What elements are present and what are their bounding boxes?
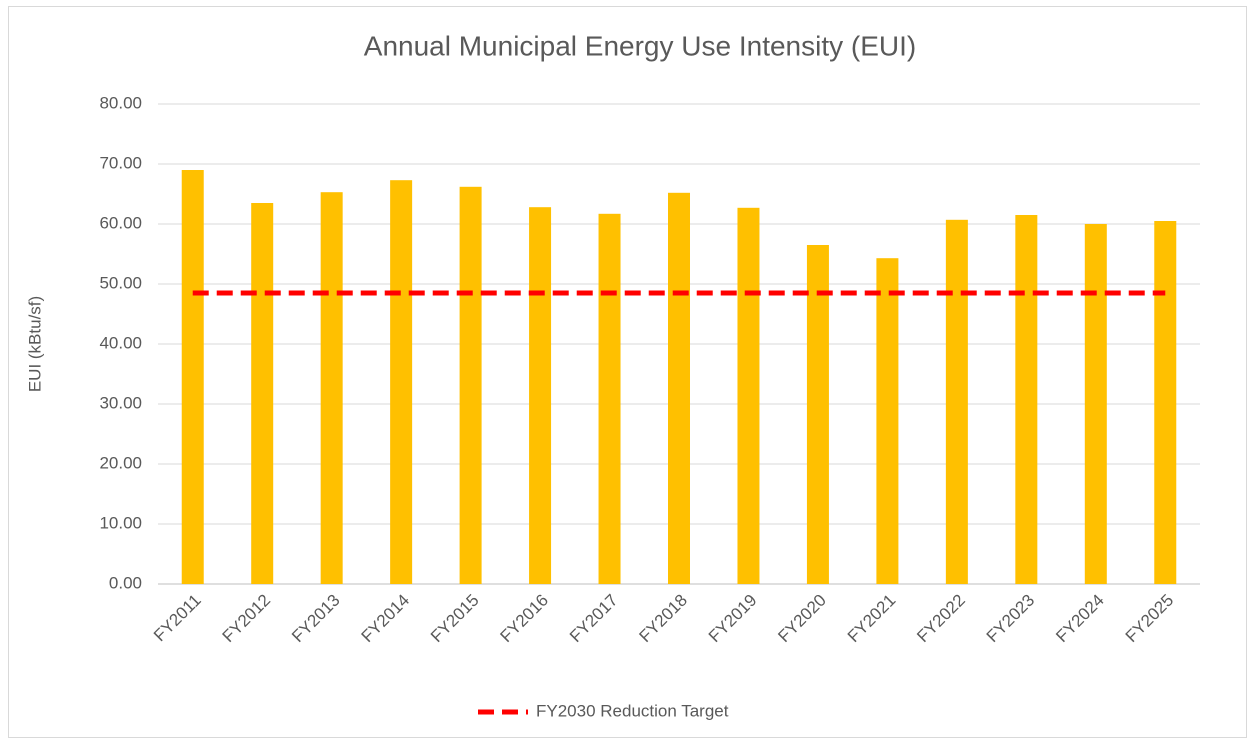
bar (1084, 224, 1107, 584)
y-tick-label: 40.00 (99, 333, 142, 352)
bar (320, 192, 343, 584)
bar (737, 207, 760, 585)
y-axis-label: EUI (kBtu/sf) (25, 296, 44, 392)
bar (181, 170, 204, 584)
bar (459, 186, 482, 585)
chart-border (8, 6, 1247, 738)
bar (876, 258, 899, 584)
y-tick-label: 60.00 (99, 213, 142, 232)
y-tick-label: 50.00 (99, 273, 142, 292)
y-tick-label: 30.00 (99, 393, 142, 412)
bar (390, 180, 413, 584)
bar (945, 219, 968, 585)
y-tick-label: 80.00 (99, 93, 142, 112)
bar (668, 192, 690, 585)
bar (529, 207, 552, 584)
legend-label: FY2030 Reduction Target (536, 701, 729, 720)
bar (251, 203, 274, 584)
chart-title: Annual Municipal Energy Use Intensity (E… (364, 30, 916, 61)
y-tick-label: 70.00 (99, 153, 142, 172)
bar (1015, 215, 1038, 584)
bar (1154, 221, 1177, 584)
y-tick-label: 0.00 (109, 573, 142, 592)
y-tick-label: 10.00 (99, 513, 142, 532)
bar (806, 245, 829, 584)
bar (598, 213, 621, 585)
y-tick-label: 20.00 (99, 453, 142, 472)
